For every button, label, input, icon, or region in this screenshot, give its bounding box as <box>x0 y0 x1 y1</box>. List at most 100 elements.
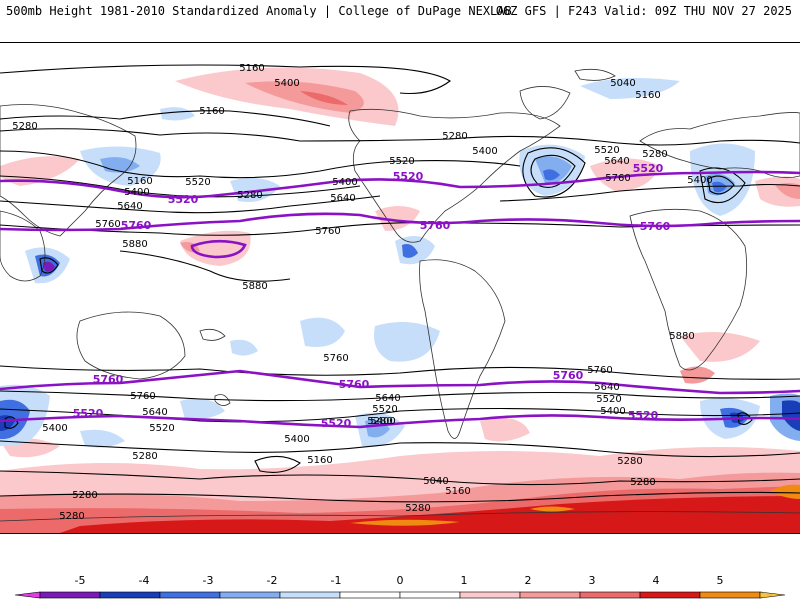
colorbar-swatch <box>699 591 761 599</box>
height-contour-label: 5280 <box>442 131 467 142</box>
height-contour-label: 5280 <box>405 503 430 514</box>
height-contour-label: 5400 <box>332 177 357 188</box>
height-contour-label: 5760 <box>315 226 340 237</box>
height-contour-label: 5520 <box>185 177 210 188</box>
height-contour-label: 5640 <box>330 193 355 204</box>
height-contour-label: 5640 <box>142 407 167 418</box>
height-contour-label: 5400 <box>124 187 149 198</box>
height-contour-label: 5640 <box>375 393 400 404</box>
height-contour-label: 5280 <box>72 490 97 501</box>
colorbar-tick-label: 5 <box>717 574 724 587</box>
model-run-info: 06Z GFS | F243 Valid: 09Z THU NOV 27 202… <box>495 4 792 18</box>
height-contour-label: 5280 <box>12 121 37 132</box>
height-contour-label: 5520 <box>372 404 397 415</box>
height-contour-label: 5040 <box>610 78 635 89</box>
colorbar-tick-label: -5 <box>75 574 86 587</box>
colorbar-swatch <box>399 591 461 599</box>
height-contour-label: 5280 <box>617 456 642 467</box>
colorbar-scale: -5 -4 -3 -2 -1 0 1 2 3 4 5 <box>14 574 786 599</box>
height-contour-label: 5160 <box>307 455 332 466</box>
colorbar-swatch <box>459 591 521 599</box>
height-contour-label: 5400 <box>370 416 395 427</box>
reference-contour-label: 5520 <box>393 170 424 183</box>
height-contour-label: 5760 <box>605 173 630 184</box>
height-contour-label: 5160 <box>635 90 660 101</box>
colorbar-tick-label: 4 <box>653 574 660 587</box>
height-contour-label: 5880 <box>122 239 147 250</box>
height-contour-label: 5280 <box>132 451 157 462</box>
reference-contour-label: 5760 <box>339 378 370 391</box>
height-contour-label: 5760 <box>95 219 120 230</box>
reference-contour-label: 5760 <box>121 219 152 232</box>
colorbar-swatch <box>519 591 581 599</box>
reference-contour-label: 5520 <box>628 409 659 422</box>
map-title: 500mb Height 1981-2010 Standardized Anom… <box>6 4 512 18</box>
height-contour-label: 5520 <box>149 423 174 434</box>
reference-contour-label: 5520 <box>321 417 352 430</box>
colorbar: -5 -4 -3 -2 -1 0 1 2 3 4 5 <box>0 570 800 600</box>
coastlines <box>0 68 800 522</box>
reference-contour-label: 5760 <box>640 220 671 233</box>
height-contour-label: 5880 <box>242 281 267 292</box>
height-contour-label: 5760 <box>587 365 612 376</box>
height-contour-label: 5520 <box>389 156 414 167</box>
height-contour-label: 5520 <box>596 394 621 405</box>
height-contour-label: 5520 <box>594 145 619 156</box>
height-contour-label: 5400 <box>600 406 625 417</box>
height-contour-label: 5160 <box>239 63 264 74</box>
height-contour-label: 5160 <box>445 486 470 497</box>
colorbar-swatch <box>39 591 101 599</box>
height-contour-label: 5400 <box>687 175 712 186</box>
colorbar-high-arrow <box>759 591 786 599</box>
contour-label-layer: 5160540051605280528054005520504051605520… <box>12 63 712 522</box>
height-contour-label: 5400 <box>472 146 497 157</box>
colorbar-swatch <box>639 591 701 599</box>
colorbar-tick-label: -4 <box>139 574 150 587</box>
colorbar-swatch <box>339 591 401 599</box>
reference-contour-label: 5520 <box>168 193 199 206</box>
height-contour-label: 5280 <box>642 149 667 160</box>
colorbar-tick-label: -1 <box>331 574 342 587</box>
height-contour-label: 5640 <box>604 156 629 167</box>
height-contour-label: 5280 <box>237 190 262 201</box>
height-contour-label: 5400 <box>284 434 309 445</box>
anomaly-shading <box>0 67 800 533</box>
height-contour-label: 5880 <box>669 331 694 342</box>
reference-contour-label: 5760 <box>553 369 584 382</box>
colorbar-swatch <box>579 591 641 599</box>
colorbar-swatch <box>159 591 221 599</box>
header: 500mb Height 1981-2010 Standardized Anom… <box>0 0 800 22</box>
reference-contours <box>0 170 800 429</box>
colorbar-ticks: -5 -4 -3 -2 -1 0 1 2 3 4 5 <box>75 574 724 587</box>
height-contour-label: 5280 <box>630 477 655 488</box>
colorbar-swatch <box>99 591 161 599</box>
height-contour-label: 5760 <box>323 353 348 364</box>
height-contour-label: 5640 <box>594 382 619 393</box>
reference-contour-label: 5520 <box>73 407 104 420</box>
colorbar-low-arrow <box>14 591 41 599</box>
colorbar-swatch <box>279 591 341 599</box>
height-contour-label: 5400 <box>42 423 67 434</box>
colorbar-tick-label: 2 <box>525 574 532 587</box>
height-contour-label: 5760 <box>130 391 155 402</box>
height-contour-label: 5400 <box>274 78 299 89</box>
reference-contour-label: 5520 <box>633 162 664 175</box>
reference-contour-label: 5760 <box>420 219 451 232</box>
colorbar-tick-label: 3 <box>589 574 596 587</box>
height-contours <box>0 64 800 503</box>
map-panel: 5160 5400 5160 5280 5280 5400 5520 5040 5160 5520… <box>0 42 800 534</box>
colorbar-tick-label: 1 <box>461 574 468 587</box>
height-contour-label: 5160 <box>127 176 152 187</box>
colorbar-swatch <box>219 591 281 599</box>
colorbar-swatches <box>14 591 786 599</box>
height-contour-label: 5280 <box>367 416 392 427</box>
colorbar-tick-label: -3 <box>203 574 214 587</box>
height-contour-label: 5280 <box>59 511 84 522</box>
colorbar-tick-label: 0 <box>397 574 404 587</box>
height-contour-label: 5160 <box>199 106 224 117</box>
colorbar-tick-label: -2 <box>267 574 278 587</box>
height-contour-label: 5040 <box>423 476 448 487</box>
reference-contour-label: 5760 <box>93 373 124 386</box>
anomaly-map: 5160540051605280528054005520504051605520… <box>0 63 800 533</box>
